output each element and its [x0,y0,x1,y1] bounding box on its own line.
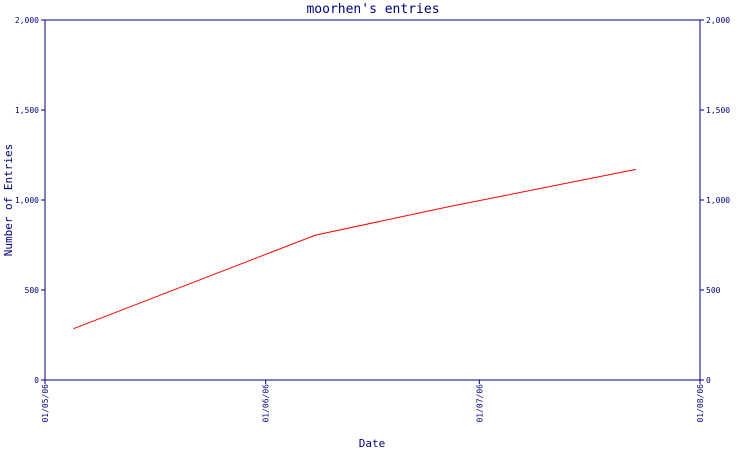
plot-area: 0 0 500 500 1,000 1,000 1,500 1,500 2,000 2,000 01… [15,16,730,423]
y-tick-label-left: 2,000 [15,16,39,25]
y-tick-label-left: 500 [25,286,40,295]
y-tick-label-right: 1,000 [706,196,730,205]
x-axis-label: Date [359,437,386,450]
x-tick-label: 01/07/06 [475,384,484,423]
series-line [73,168,636,330]
chart-title: moorhen's entries [306,2,439,17]
y-tick-label-left: 1,500 [15,106,39,115]
x-tick-label: 01/06/06 [262,384,271,423]
y-tick-label-left: 1,000 [15,196,39,205]
y-tick-label-right: 0 [706,376,711,385]
x-tick-label: 01/08/06 [696,384,705,423]
y-tick-label-left: 0 [34,376,39,385]
y-tick-label-right: 2,000 [706,16,730,25]
y-tick-label-right: 500 [706,286,721,295]
x-tick-label: 01/05/06 [41,384,50,423]
y-tick-label-right: 1,500 [706,106,730,115]
y-axis-label: Number of Entries [2,144,15,257]
